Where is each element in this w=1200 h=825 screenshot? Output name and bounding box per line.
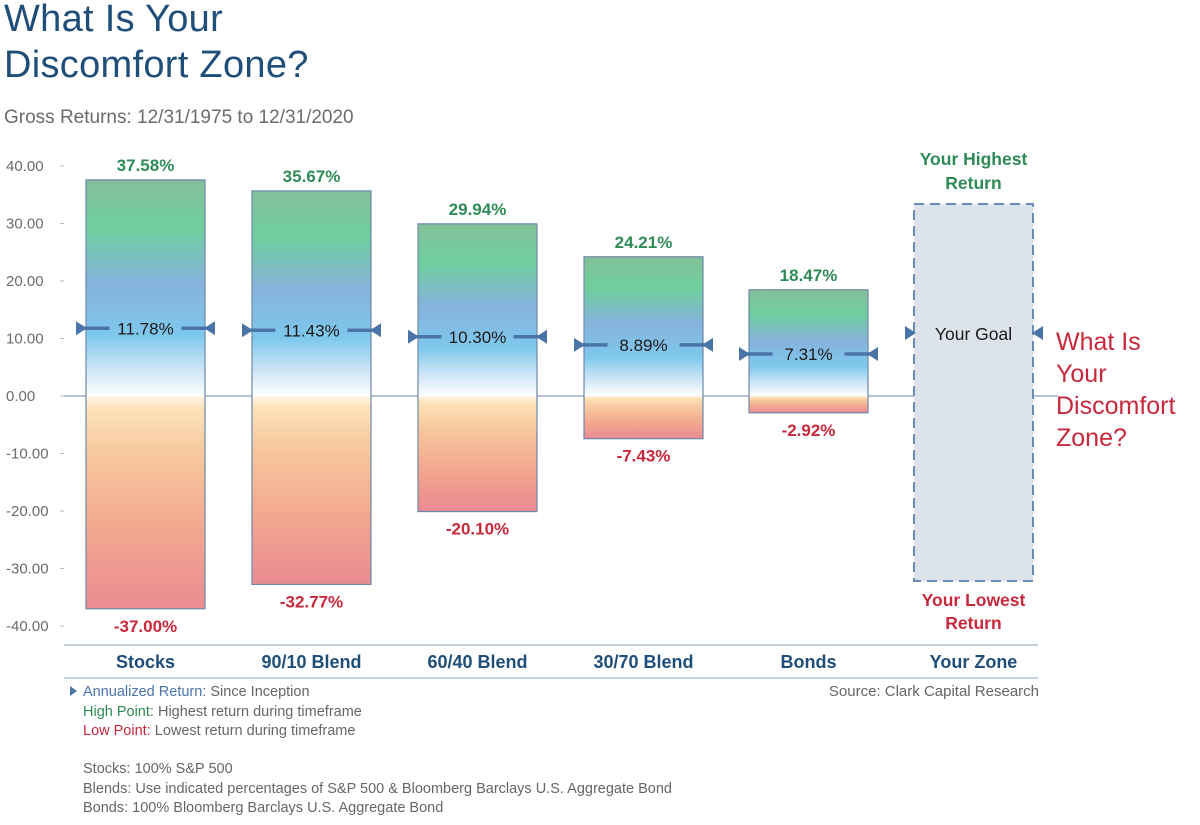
discomfort-zone-side-line: Discomfort xyxy=(1056,392,1176,420)
your-lowest-return-label: Your Lowest xyxy=(922,590,1026,610)
legend-high-name: High Point: xyxy=(83,703,154,720)
high-value-label: 18.47% xyxy=(780,266,838,285)
marker-arrow-icon xyxy=(70,686,77,696)
y-tick-label: -40.00 xyxy=(6,618,49,635)
footnotes: Stocks: 100% S&P 500 Blends: Use indicat… xyxy=(83,760,672,819)
low-value-label: -20.10% xyxy=(446,520,509,539)
your-zone-box xyxy=(913,203,1034,582)
footnote-blends: Blends: Use indicated percentages of S&P… xyxy=(83,780,672,797)
high-value-label: 37.58% xyxy=(117,156,175,175)
your-highest-return-label-2: Return xyxy=(945,173,1001,193)
marker-arrow-left-icon xyxy=(370,323,381,338)
discomfort-zone-side-label: What Is Your Discomfort Zone? xyxy=(1056,328,1176,452)
bar-positive xyxy=(749,289,868,396)
legend-high: High Point: Highest return during timefr… xyxy=(70,703,362,723)
marker-arrow-right-icon xyxy=(242,323,253,338)
bar-outline xyxy=(417,223,538,513)
your-zone: Your Highest Return Your Lowest Return Your … xyxy=(905,149,1176,633)
y-tick-label: 40.00 xyxy=(6,158,44,175)
legend-high-desc: Highest return during timeframe xyxy=(157,703,362,720)
bar-negative xyxy=(86,396,205,609)
y-tick-label: -10.00 xyxy=(6,446,49,463)
category-label: 60/40 Blend xyxy=(427,652,527,672)
high-value-label: 24.21% xyxy=(615,233,673,252)
category-axis: Stocks 90/10 Blend 60/40 Blend 30/70 Blend B… xyxy=(64,644,1038,679)
category-label: 30/70 Blend xyxy=(593,652,693,672)
low-value-label: -37.00% xyxy=(114,617,177,636)
annualized-value-label: 10.30% xyxy=(449,328,507,347)
bar-outline xyxy=(85,179,206,610)
marker-arrow-left-icon xyxy=(204,321,215,336)
marker-arrow-right-icon xyxy=(76,321,87,336)
bar-negative xyxy=(584,396,703,439)
bar-outline xyxy=(251,190,372,586)
marker-arrow-right-icon xyxy=(739,346,750,361)
annualized-value-label: 11.43% xyxy=(283,321,339,340)
discomfort-zone-side-line: Zone? xyxy=(1056,424,1127,452)
your-goal-label: Your Goal xyxy=(935,324,1012,344)
category-label: Stocks xyxy=(116,652,175,672)
low-value-label: -32.77% xyxy=(280,592,343,611)
legend-annualized-desc: Since Inception xyxy=(210,684,310,700)
category-label: Bonds xyxy=(781,652,837,672)
category-label: Your Zone xyxy=(930,652,1018,672)
high-value-label: 29.94% xyxy=(449,200,507,219)
y-tick-label: -30.00 xyxy=(6,561,49,578)
high-value-label: 35.67% xyxy=(283,167,341,186)
bar-positive xyxy=(418,223,537,396)
legend-annualized-name: Annualized Return: xyxy=(83,684,207,700)
chart-subtitle: Gross Returns: 12/31/1975 to 12/31/2020 xyxy=(4,107,354,128)
y-tick-label: 0.00 xyxy=(6,388,35,405)
bar-negative xyxy=(749,396,868,413)
marker-arrow-left-icon xyxy=(1032,326,1043,340)
chart-title: What Is Your Discomfort Zone? xyxy=(4,0,309,88)
annualized-value-label: 7.31% xyxy=(784,345,832,364)
discomfort-zone-side-line: Your xyxy=(1056,360,1107,388)
marker-arrow-right-icon xyxy=(574,337,585,352)
bar-positive xyxy=(584,256,703,396)
annualized-value-label: 8.89% xyxy=(619,336,667,355)
discomfort-zone-side-line: What Is xyxy=(1056,328,1141,356)
your-lowest-return-label-2: Return xyxy=(945,613,1001,633)
legend-low: Low Point: Lowest return during timefram… xyxy=(70,722,362,742)
y-tick-label: 30.00 xyxy=(6,216,44,233)
data-labels: 37.58% -37.00% 11.78% 35.67% -32.77% 11.43% 29… xyxy=(76,156,878,636)
bar-outline xyxy=(583,256,704,440)
bar-outline xyxy=(748,289,869,414)
source-note: Source: Clark Capital Research xyxy=(828,683,1039,700)
returns-chart: 40.00 30.00 20.00 10.00 0.00 -10.00 -20.00 -30.… xyxy=(6,149,1176,679)
y-tick-label: -20.00 xyxy=(6,503,49,520)
low-value-label: -2.92% xyxy=(782,421,836,440)
legend: Annualized Return: Since Inception High … xyxy=(70,683,362,742)
footnote-bonds: Bonds: 100% Bloomberg Barclays U.S. Aggr… xyxy=(83,800,444,816)
marker-arrow-left-icon xyxy=(536,329,547,344)
y-tick-label: 20.00 xyxy=(6,273,44,290)
your-highest-return-label: Your Highest xyxy=(920,149,1028,169)
marker-arrow-right-icon xyxy=(905,326,916,340)
marker-arrow-left-icon xyxy=(702,337,713,352)
title-line-2: Discomfort Zone? xyxy=(4,44,309,86)
low-value-label: -7.43% xyxy=(617,447,671,466)
bar-negative xyxy=(252,396,371,585)
bar-positive xyxy=(86,179,205,396)
y-axis: 40.00 30.00 20.00 10.00 0.00 -10.00 -20.00 -30.… xyxy=(6,158,64,635)
marker-arrow-left-icon xyxy=(867,346,878,361)
legend-annualized: Annualized Return: Since Inception xyxy=(70,683,362,703)
category-label: 90/10 Blend xyxy=(261,652,361,672)
legend-low-name: Low Point: xyxy=(83,723,151,739)
bars xyxy=(64,179,1058,610)
marker-arrow-right-icon xyxy=(408,329,419,344)
title-line-1: What Is Your xyxy=(4,0,224,40)
legend-low-desc: Lowest return during timeframe xyxy=(154,723,356,739)
bar-positive xyxy=(252,190,371,396)
bar-negative xyxy=(418,396,537,512)
y-tick-label: 10.00 xyxy=(6,331,44,348)
annualized-value-label: 11.78% xyxy=(117,319,173,338)
footnote-stocks: Stocks: 100% S&P 500 xyxy=(83,761,233,777)
